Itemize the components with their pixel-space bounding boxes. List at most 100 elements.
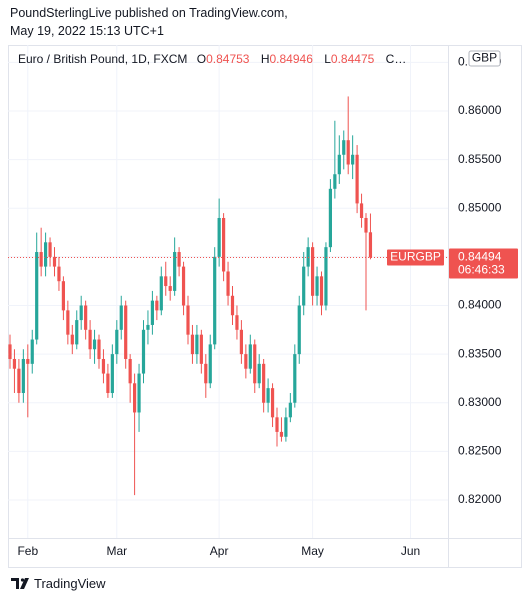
candle-body xyxy=(351,154,355,165)
candle-body xyxy=(133,383,137,413)
candle-body xyxy=(177,252,181,267)
candle-body xyxy=(288,402,292,418)
currency-box xyxy=(468,50,501,67)
candle-body xyxy=(21,358,25,394)
candle-body xyxy=(306,247,310,267)
candle-body xyxy=(39,252,43,267)
candle-body xyxy=(248,344,252,369)
candle-body xyxy=(270,388,275,418)
currency-label: GBP xyxy=(472,51,497,65)
candle-body xyxy=(328,188,332,248)
candle-body xyxy=(119,305,123,330)
candle-body xyxy=(75,320,79,345)
price-tag-value: 0.84494 xyxy=(458,250,502,264)
legend-high: 0.84946 xyxy=(269,52,313,66)
candle-body xyxy=(266,388,270,403)
candle-body xyxy=(235,315,239,330)
candle-body xyxy=(66,310,70,335)
candle-body xyxy=(106,373,110,394)
candles xyxy=(8,96,373,496)
candle-body xyxy=(110,354,114,394)
candle-body xyxy=(342,140,346,155)
candle-body xyxy=(84,305,88,330)
candle-body xyxy=(159,276,163,311)
candle-body xyxy=(61,281,65,311)
x-tick-label: Jun xyxy=(401,544,420,558)
candle-body xyxy=(17,368,21,394)
candle-body xyxy=(88,329,92,350)
candle-body xyxy=(213,256,217,345)
candle-body xyxy=(115,329,119,355)
candle-body xyxy=(79,305,83,321)
y-tick-label: 0.85500 xyxy=(458,152,502,166)
candle-body xyxy=(355,154,359,204)
candle-body xyxy=(204,363,208,384)
price-tag-countdown: 06:46:33 xyxy=(458,263,505,277)
y-tick-label: 0.82500 xyxy=(458,444,502,458)
candle-body xyxy=(319,276,324,306)
candle-body xyxy=(284,417,288,437)
legend-close-label: C… xyxy=(385,52,407,66)
candle-body xyxy=(337,154,341,175)
candle-body xyxy=(293,354,297,403)
candle-body xyxy=(8,344,12,359)
candle-body xyxy=(30,339,34,364)
y-tick-label: 0.83500 xyxy=(458,346,502,360)
candle-body xyxy=(275,417,279,432)
candle-body xyxy=(155,300,159,311)
chart-frame xyxy=(8,45,522,568)
candle-body xyxy=(279,431,284,437)
candle-body xyxy=(368,232,373,258)
candle-body xyxy=(70,334,74,345)
candle-body xyxy=(262,363,266,403)
candle-body xyxy=(217,217,221,257)
x-tick-label: May xyxy=(301,544,324,558)
candle-body xyxy=(186,305,190,335)
candle-body xyxy=(208,344,212,384)
candle-body xyxy=(315,276,319,296)
tv-logo xyxy=(11,578,29,589)
candle-body xyxy=(359,203,364,218)
x-tick-label: Mar xyxy=(106,544,127,558)
candle-body xyxy=(181,266,186,306)
candle-body xyxy=(239,329,243,355)
timestamp: May 19, 2022 15:13 UTC+1 xyxy=(10,24,164,38)
candle-body xyxy=(199,334,203,364)
publisher: PoundSterlingLive published on TradingVi… xyxy=(10,6,288,20)
candle-body xyxy=(141,329,146,374)
candle-body xyxy=(57,266,61,282)
candle-body xyxy=(150,300,154,325)
candle-body xyxy=(244,354,248,369)
candle-body xyxy=(253,344,257,384)
candle-body xyxy=(52,256,57,267)
candle-body xyxy=(230,295,235,316)
legend: Euro / British Pound, 1D, FXCM O0.84753 … xyxy=(18,52,406,66)
candle-body xyxy=(226,271,230,296)
x-tick-label: Feb xyxy=(17,544,38,558)
legend-low-label: L xyxy=(324,52,331,66)
candle-body xyxy=(92,339,97,350)
candle-body xyxy=(257,363,261,384)
legend-high-label: H xyxy=(260,52,270,66)
candle-body xyxy=(346,140,350,165)
y-tick-label: 0.82000 xyxy=(458,492,502,506)
y-tick-label: 0.83000 xyxy=(458,395,502,409)
candle-body xyxy=(173,252,177,291)
y-tick-label: 0.86000 xyxy=(458,103,502,117)
candle-body xyxy=(124,305,128,359)
candle-body xyxy=(364,217,368,233)
legend-open-label: O xyxy=(196,52,207,66)
price-tag xyxy=(449,248,518,279)
candle-body xyxy=(101,358,106,374)
candle-body xyxy=(311,247,315,296)
candle-body xyxy=(97,339,101,359)
candle-body xyxy=(333,174,337,189)
symbol-description: Euro / British Pound, 1D, FXCM xyxy=(18,52,188,66)
symbol-tag-label: EURGBP xyxy=(390,250,441,264)
candle-body xyxy=(297,305,301,355)
brand: TradingView xyxy=(34,576,106,591)
y-tick-label: 0.85000 xyxy=(458,200,502,214)
legend-low: 0.84475 xyxy=(330,52,375,66)
